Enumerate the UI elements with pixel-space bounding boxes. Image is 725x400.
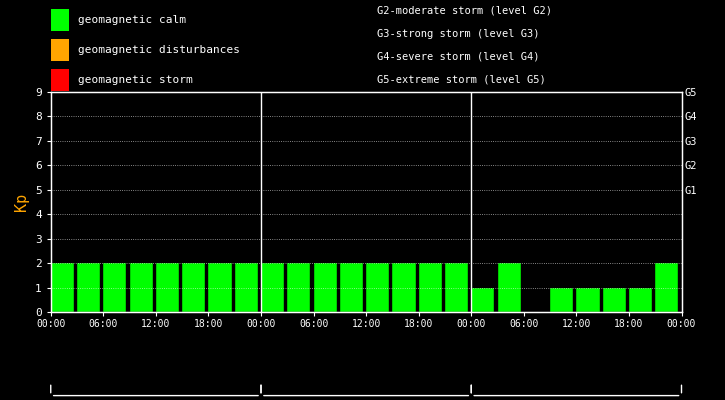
Bar [235, 263, 258, 312]
Bar [471, 288, 494, 312]
Bar [497, 263, 521, 312]
Bar [130, 263, 153, 312]
Text: G4-severe storm (level G4): G4-severe storm (level G4) [377, 52, 539, 62]
Bar [655, 263, 679, 312]
Text: geomagnetic storm: geomagnetic storm [78, 75, 192, 85]
Text: G2-moderate storm (level G2): G2-moderate storm (level G2) [377, 5, 552, 15]
Bar [209, 263, 231, 312]
Text: geomagnetic disturbances: geomagnetic disturbances [78, 45, 239, 55]
Bar [77, 263, 100, 312]
Bar [366, 263, 389, 312]
Bar [418, 263, 442, 312]
Bar [445, 263, 468, 312]
Bar [340, 263, 363, 312]
Bar [103, 263, 126, 312]
Bar [576, 288, 600, 312]
Bar [51, 263, 74, 312]
Bar [156, 263, 179, 312]
Bar [629, 288, 652, 312]
Bar [182, 263, 205, 312]
Bar [313, 263, 336, 312]
Bar [261, 263, 284, 312]
Bar [602, 288, 626, 312]
Text: G5-extreme storm (level G5): G5-extreme storm (level G5) [377, 75, 546, 85]
Bar [550, 288, 573, 312]
Bar [392, 263, 415, 312]
Text: G3-strong storm (level G3): G3-strong storm (level G3) [377, 28, 539, 38]
Y-axis label: Kp: Kp [14, 193, 30, 211]
Bar [287, 263, 310, 312]
Text: geomagnetic calm: geomagnetic calm [78, 15, 186, 25]
